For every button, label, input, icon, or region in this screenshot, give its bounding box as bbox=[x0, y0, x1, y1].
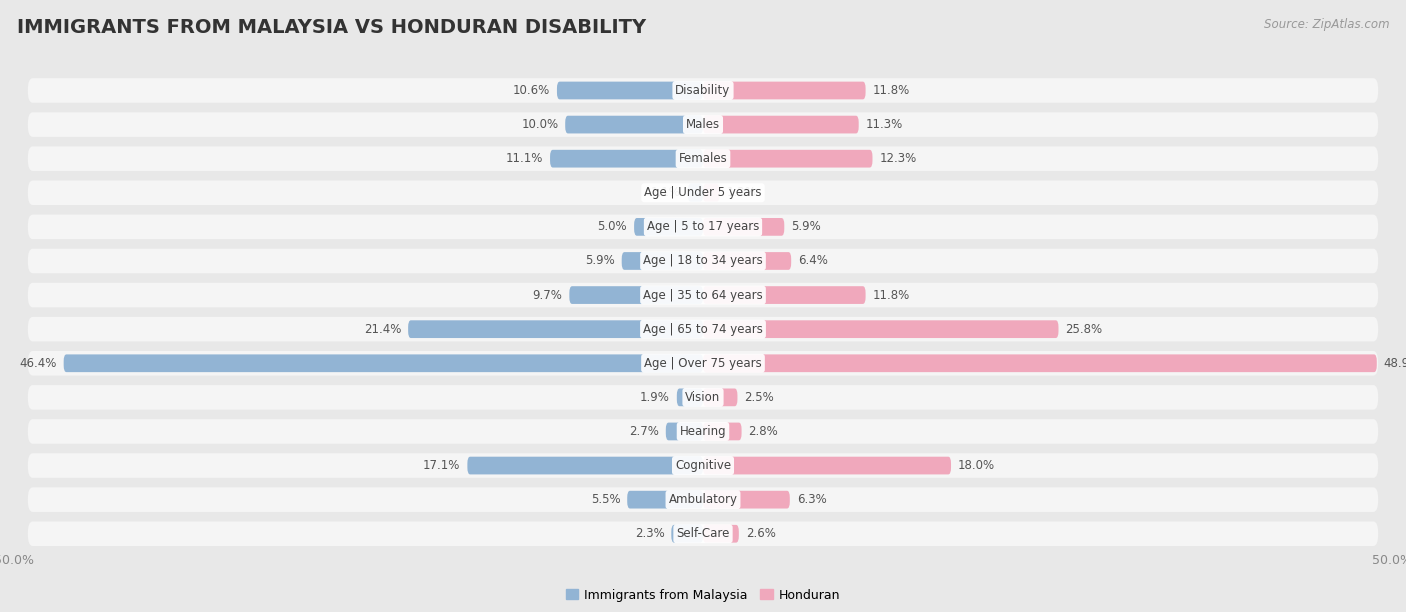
Legend: Immigrants from Malaysia, Honduran: Immigrants from Malaysia, Honduran bbox=[561, 584, 845, 606]
FancyBboxPatch shape bbox=[703, 457, 950, 474]
Text: 1.9%: 1.9% bbox=[640, 391, 669, 404]
FancyBboxPatch shape bbox=[28, 181, 1378, 205]
FancyBboxPatch shape bbox=[28, 146, 1378, 171]
FancyBboxPatch shape bbox=[550, 150, 703, 168]
FancyBboxPatch shape bbox=[28, 419, 1378, 444]
FancyBboxPatch shape bbox=[28, 521, 1378, 546]
FancyBboxPatch shape bbox=[688, 184, 703, 201]
FancyBboxPatch shape bbox=[28, 351, 1378, 376]
FancyBboxPatch shape bbox=[671, 525, 703, 543]
Text: Age | Under 5 years: Age | Under 5 years bbox=[644, 186, 762, 200]
Text: 10.0%: 10.0% bbox=[522, 118, 558, 131]
FancyBboxPatch shape bbox=[676, 389, 703, 406]
Text: 17.1%: 17.1% bbox=[423, 459, 461, 472]
Text: Cognitive: Cognitive bbox=[675, 459, 731, 472]
Text: 2.7%: 2.7% bbox=[628, 425, 659, 438]
Text: 11.8%: 11.8% bbox=[873, 289, 910, 302]
FancyBboxPatch shape bbox=[703, 423, 741, 440]
Text: 10.6%: 10.6% bbox=[513, 84, 550, 97]
Text: 6.3%: 6.3% bbox=[797, 493, 827, 506]
Text: IMMIGRANTS FROM MALAYSIA VS HONDURAN DISABILITY: IMMIGRANTS FROM MALAYSIA VS HONDURAN DIS… bbox=[17, 18, 645, 37]
Text: 2.3%: 2.3% bbox=[634, 528, 665, 540]
Text: 11.8%: 11.8% bbox=[873, 84, 910, 97]
Text: Ambulatory: Ambulatory bbox=[668, 493, 738, 506]
Text: 11.1%: 11.1% bbox=[506, 152, 543, 165]
FancyBboxPatch shape bbox=[621, 252, 703, 270]
FancyBboxPatch shape bbox=[63, 354, 703, 372]
Text: 1.2%: 1.2% bbox=[727, 186, 756, 200]
FancyBboxPatch shape bbox=[28, 453, 1378, 478]
FancyBboxPatch shape bbox=[703, 320, 1059, 338]
Text: 48.9%: 48.9% bbox=[1384, 357, 1406, 370]
Text: Disability: Disability bbox=[675, 84, 731, 97]
Text: 5.9%: 5.9% bbox=[585, 255, 614, 267]
Text: Age | Over 75 years: Age | Over 75 years bbox=[644, 357, 762, 370]
FancyBboxPatch shape bbox=[703, 81, 866, 99]
Text: Vision: Vision bbox=[685, 391, 721, 404]
FancyBboxPatch shape bbox=[666, 423, 703, 440]
Text: 12.3%: 12.3% bbox=[879, 152, 917, 165]
FancyBboxPatch shape bbox=[28, 487, 1378, 512]
Text: 1.1%: 1.1% bbox=[651, 186, 681, 200]
Text: 11.3%: 11.3% bbox=[866, 118, 903, 131]
Text: Age | 35 to 64 years: Age | 35 to 64 years bbox=[643, 289, 763, 302]
FancyBboxPatch shape bbox=[569, 286, 703, 304]
FancyBboxPatch shape bbox=[703, 184, 720, 201]
FancyBboxPatch shape bbox=[28, 283, 1378, 307]
FancyBboxPatch shape bbox=[703, 116, 859, 133]
Text: 2.5%: 2.5% bbox=[744, 391, 775, 404]
FancyBboxPatch shape bbox=[28, 317, 1378, 341]
FancyBboxPatch shape bbox=[28, 113, 1378, 137]
Text: Age | 5 to 17 years: Age | 5 to 17 years bbox=[647, 220, 759, 233]
Text: 5.5%: 5.5% bbox=[591, 493, 620, 506]
FancyBboxPatch shape bbox=[703, 218, 785, 236]
Text: 5.9%: 5.9% bbox=[792, 220, 821, 233]
FancyBboxPatch shape bbox=[634, 218, 703, 236]
FancyBboxPatch shape bbox=[28, 78, 1378, 103]
Text: Source: ZipAtlas.com: Source: ZipAtlas.com bbox=[1264, 18, 1389, 31]
Text: 18.0%: 18.0% bbox=[957, 459, 995, 472]
Text: Hearing: Hearing bbox=[679, 425, 727, 438]
Text: 5.0%: 5.0% bbox=[598, 220, 627, 233]
FancyBboxPatch shape bbox=[703, 389, 738, 406]
FancyBboxPatch shape bbox=[703, 491, 790, 509]
Text: 2.8%: 2.8% bbox=[748, 425, 778, 438]
Text: Females: Females bbox=[679, 152, 727, 165]
Text: 25.8%: 25.8% bbox=[1066, 323, 1102, 335]
Text: Self-Care: Self-Care bbox=[676, 528, 730, 540]
FancyBboxPatch shape bbox=[703, 286, 866, 304]
FancyBboxPatch shape bbox=[557, 81, 703, 99]
FancyBboxPatch shape bbox=[565, 116, 703, 133]
FancyBboxPatch shape bbox=[408, 320, 703, 338]
Text: Males: Males bbox=[686, 118, 720, 131]
FancyBboxPatch shape bbox=[627, 491, 703, 509]
FancyBboxPatch shape bbox=[467, 457, 703, 474]
FancyBboxPatch shape bbox=[703, 150, 873, 168]
FancyBboxPatch shape bbox=[28, 215, 1378, 239]
Text: 9.7%: 9.7% bbox=[533, 289, 562, 302]
FancyBboxPatch shape bbox=[703, 252, 792, 270]
FancyBboxPatch shape bbox=[28, 385, 1378, 409]
FancyBboxPatch shape bbox=[703, 354, 1376, 372]
Text: 2.6%: 2.6% bbox=[745, 528, 776, 540]
Text: 6.4%: 6.4% bbox=[799, 255, 828, 267]
FancyBboxPatch shape bbox=[28, 248, 1378, 273]
Text: 46.4%: 46.4% bbox=[20, 357, 56, 370]
Text: Age | 65 to 74 years: Age | 65 to 74 years bbox=[643, 323, 763, 335]
Text: 21.4%: 21.4% bbox=[364, 323, 401, 335]
Text: Age | 18 to 34 years: Age | 18 to 34 years bbox=[643, 255, 763, 267]
FancyBboxPatch shape bbox=[703, 525, 738, 543]
